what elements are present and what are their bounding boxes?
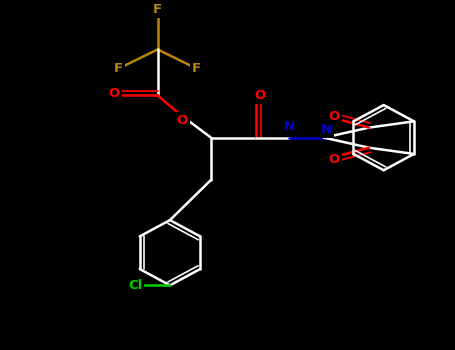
- Text: O: O: [177, 114, 188, 127]
- Text: O: O: [255, 89, 266, 102]
- Text: Cl: Cl: [128, 279, 142, 292]
- Text: N: N: [283, 120, 295, 133]
- Text: N: N: [321, 124, 332, 136]
- Text: O: O: [329, 110, 340, 122]
- Text: F: F: [153, 3, 162, 16]
- Text: F: F: [114, 62, 123, 75]
- Text: F: F: [192, 62, 201, 75]
- Text: O: O: [329, 153, 340, 166]
- Text: O: O: [109, 87, 120, 100]
